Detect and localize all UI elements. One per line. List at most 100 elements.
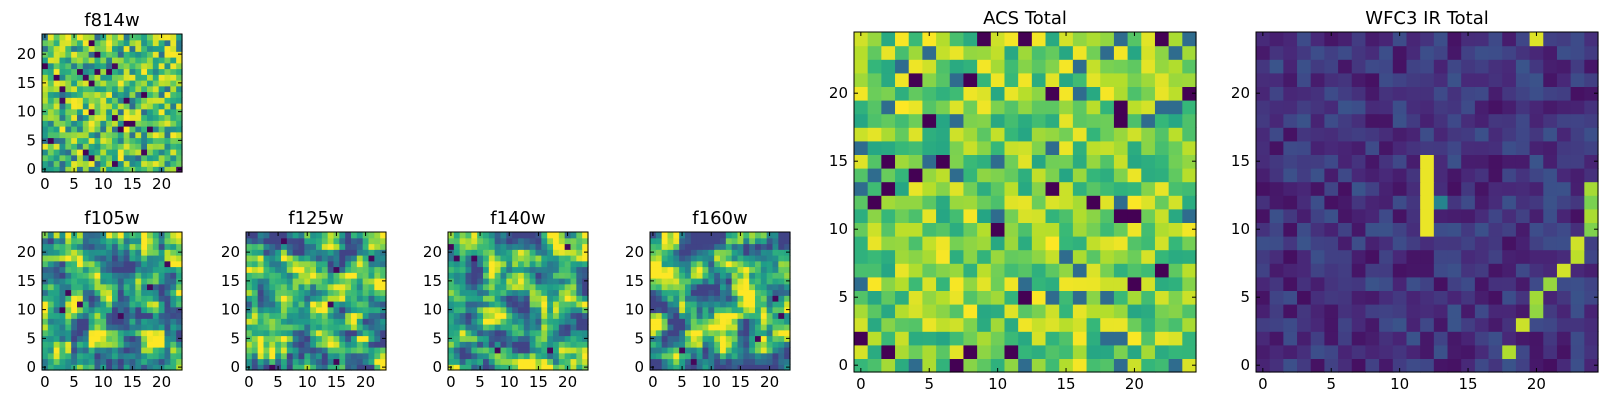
heatmap-cell xyxy=(1154,195,1170,210)
heatmap-cell xyxy=(685,318,692,325)
heatmap-cell xyxy=(512,232,519,239)
heatmap-cell xyxy=(53,352,61,360)
heatmap-cell xyxy=(94,166,101,173)
heatmap-cell xyxy=(908,100,923,115)
heatmap-cell xyxy=(523,347,531,354)
heatmap-cell xyxy=(465,301,472,308)
heatmap-cell xyxy=(47,39,55,47)
heatmap-cell xyxy=(1045,331,1060,346)
heatmap-cell xyxy=(316,237,323,245)
heatmap-cell xyxy=(512,312,519,319)
heatmap-cell xyxy=(94,154,101,162)
heatmap-cell xyxy=(304,306,311,314)
heatmap-cell xyxy=(106,154,113,162)
heatmap-cell xyxy=(936,113,951,128)
heatmap-cell xyxy=(362,237,370,245)
heatmap-cell xyxy=(1379,208,1394,223)
heatmap-cell xyxy=(655,352,663,360)
heatmap-cell xyxy=(112,91,119,98)
heatmap-cell xyxy=(655,318,663,325)
heatmap-cell xyxy=(1310,86,1325,101)
heatmap-cell xyxy=(1310,276,1325,291)
heatmap-cell xyxy=(65,289,72,296)
heatmap-cell xyxy=(1182,72,1197,87)
heatmap-cell xyxy=(582,347,589,354)
heatmap-cell xyxy=(141,114,148,121)
heatmap-cell xyxy=(53,364,61,371)
heatmap-cell xyxy=(71,143,78,150)
heatmap-cell xyxy=(147,352,154,360)
heatmap-cell xyxy=(246,341,253,348)
heatmap-cell xyxy=(94,318,101,325)
heatmap-cell xyxy=(88,39,96,47)
heatmap-cell xyxy=(351,237,358,245)
heatmap-cell xyxy=(141,149,148,156)
heatmap-cell xyxy=(922,72,937,87)
heatmap-cell xyxy=(100,243,107,250)
heatmap-cell xyxy=(512,324,519,331)
heatmap-cell xyxy=(558,341,566,348)
heatmap-cell xyxy=(731,358,739,365)
heatmap-cell xyxy=(1543,127,1558,142)
heatmap-cell xyxy=(327,289,335,296)
heatmap-cell xyxy=(720,347,727,354)
heatmap-cell xyxy=(129,260,136,268)
heatmap-cell xyxy=(1100,100,1115,115)
heatmap-cell xyxy=(483,237,490,245)
heatmap-cell xyxy=(286,266,294,273)
heatmap-cell xyxy=(286,341,294,348)
heatmap-cell xyxy=(685,289,692,296)
heatmap-cell xyxy=(582,295,589,302)
heatmap-cell xyxy=(494,272,502,279)
heatmap-cell xyxy=(1072,32,1088,47)
heatmap-cell xyxy=(170,80,177,87)
heatmap-cell xyxy=(147,301,154,308)
heatmap-cell xyxy=(448,329,455,337)
heatmap-cell xyxy=(1515,304,1531,319)
heatmap-cell xyxy=(667,329,674,337)
heatmap-cell xyxy=(71,97,78,104)
heatmap-cell xyxy=(53,255,61,262)
heatmap-cell xyxy=(1269,181,1284,196)
heatmap-cell xyxy=(246,255,253,262)
heatmap-cell xyxy=(922,358,937,373)
heatmap-cell xyxy=(292,260,300,268)
heatmap-cell xyxy=(53,318,61,325)
heatmap-cell xyxy=(1338,263,1353,278)
heatmap-cell xyxy=(59,91,66,98)
heatmap-cell xyxy=(963,32,978,47)
heatmap-cell xyxy=(1072,276,1088,291)
heatmap-cell xyxy=(506,295,513,302)
heatmap-cell xyxy=(1127,263,1142,278)
heatmap-cell xyxy=(541,301,548,308)
heatmap-cell xyxy=(523,232,531,239)
heatmap-cell xyxy=(1351,181,1367,196)
heatmap-cell xyxy=(1324,195,1339,210)
heatmap-cell xyxy=(152,306,160,314)
heatmap-cell xyxy=(123,237,131,245)
heatmap-cell xyxy=(1584,72,1599,87)
heatmap-cell xyxy=(47,289,55,296)
heatmap-cell xyxy=(82,283,90,291)
heatmap-cell xyxy=(106,266,113,273)
heatmap-cell xyxy=(1584,263,1599,278)
heatmap-cell xyxy=(164,45,171,52)
heatmap-cell xyxy=(106,278,113,285)
heatmap-cell xyxy=(963,113,978,128)
heatmap-cell xyxy=(1379,168,1394,183)
heatmap-cell xyxy=(453,306,461,314)
heatmap-cell xyxy=(1433,222,1449,237)
heatmap-cell xyxy=(77,249,84,256)
heatmap-cell xyxy=(88,51,96,58)
heatmap-cell xyxy=(570,289,577,296)
heatmap-cell xyxy=(731,272,739,279)
heatmap-cell xyxy=(1004,317,1019,332)
heatmap-cell xyxy=(714,278,721,285)
heatmap-cell xyxy=(1529,32,1544,47)
heatmap-cell xyxy=(1488,154,1503,169)
heatmap-cell xyxy=(1584,168,1599,183)
heatmap-cell xyxy=(141,335,148,342)
heatmap-cell xyxy=(59,97,66,104)
heatmap-cell xyxy=(494,283,502,291)
heatmap-cell xyxy=(333,266,340,273)
